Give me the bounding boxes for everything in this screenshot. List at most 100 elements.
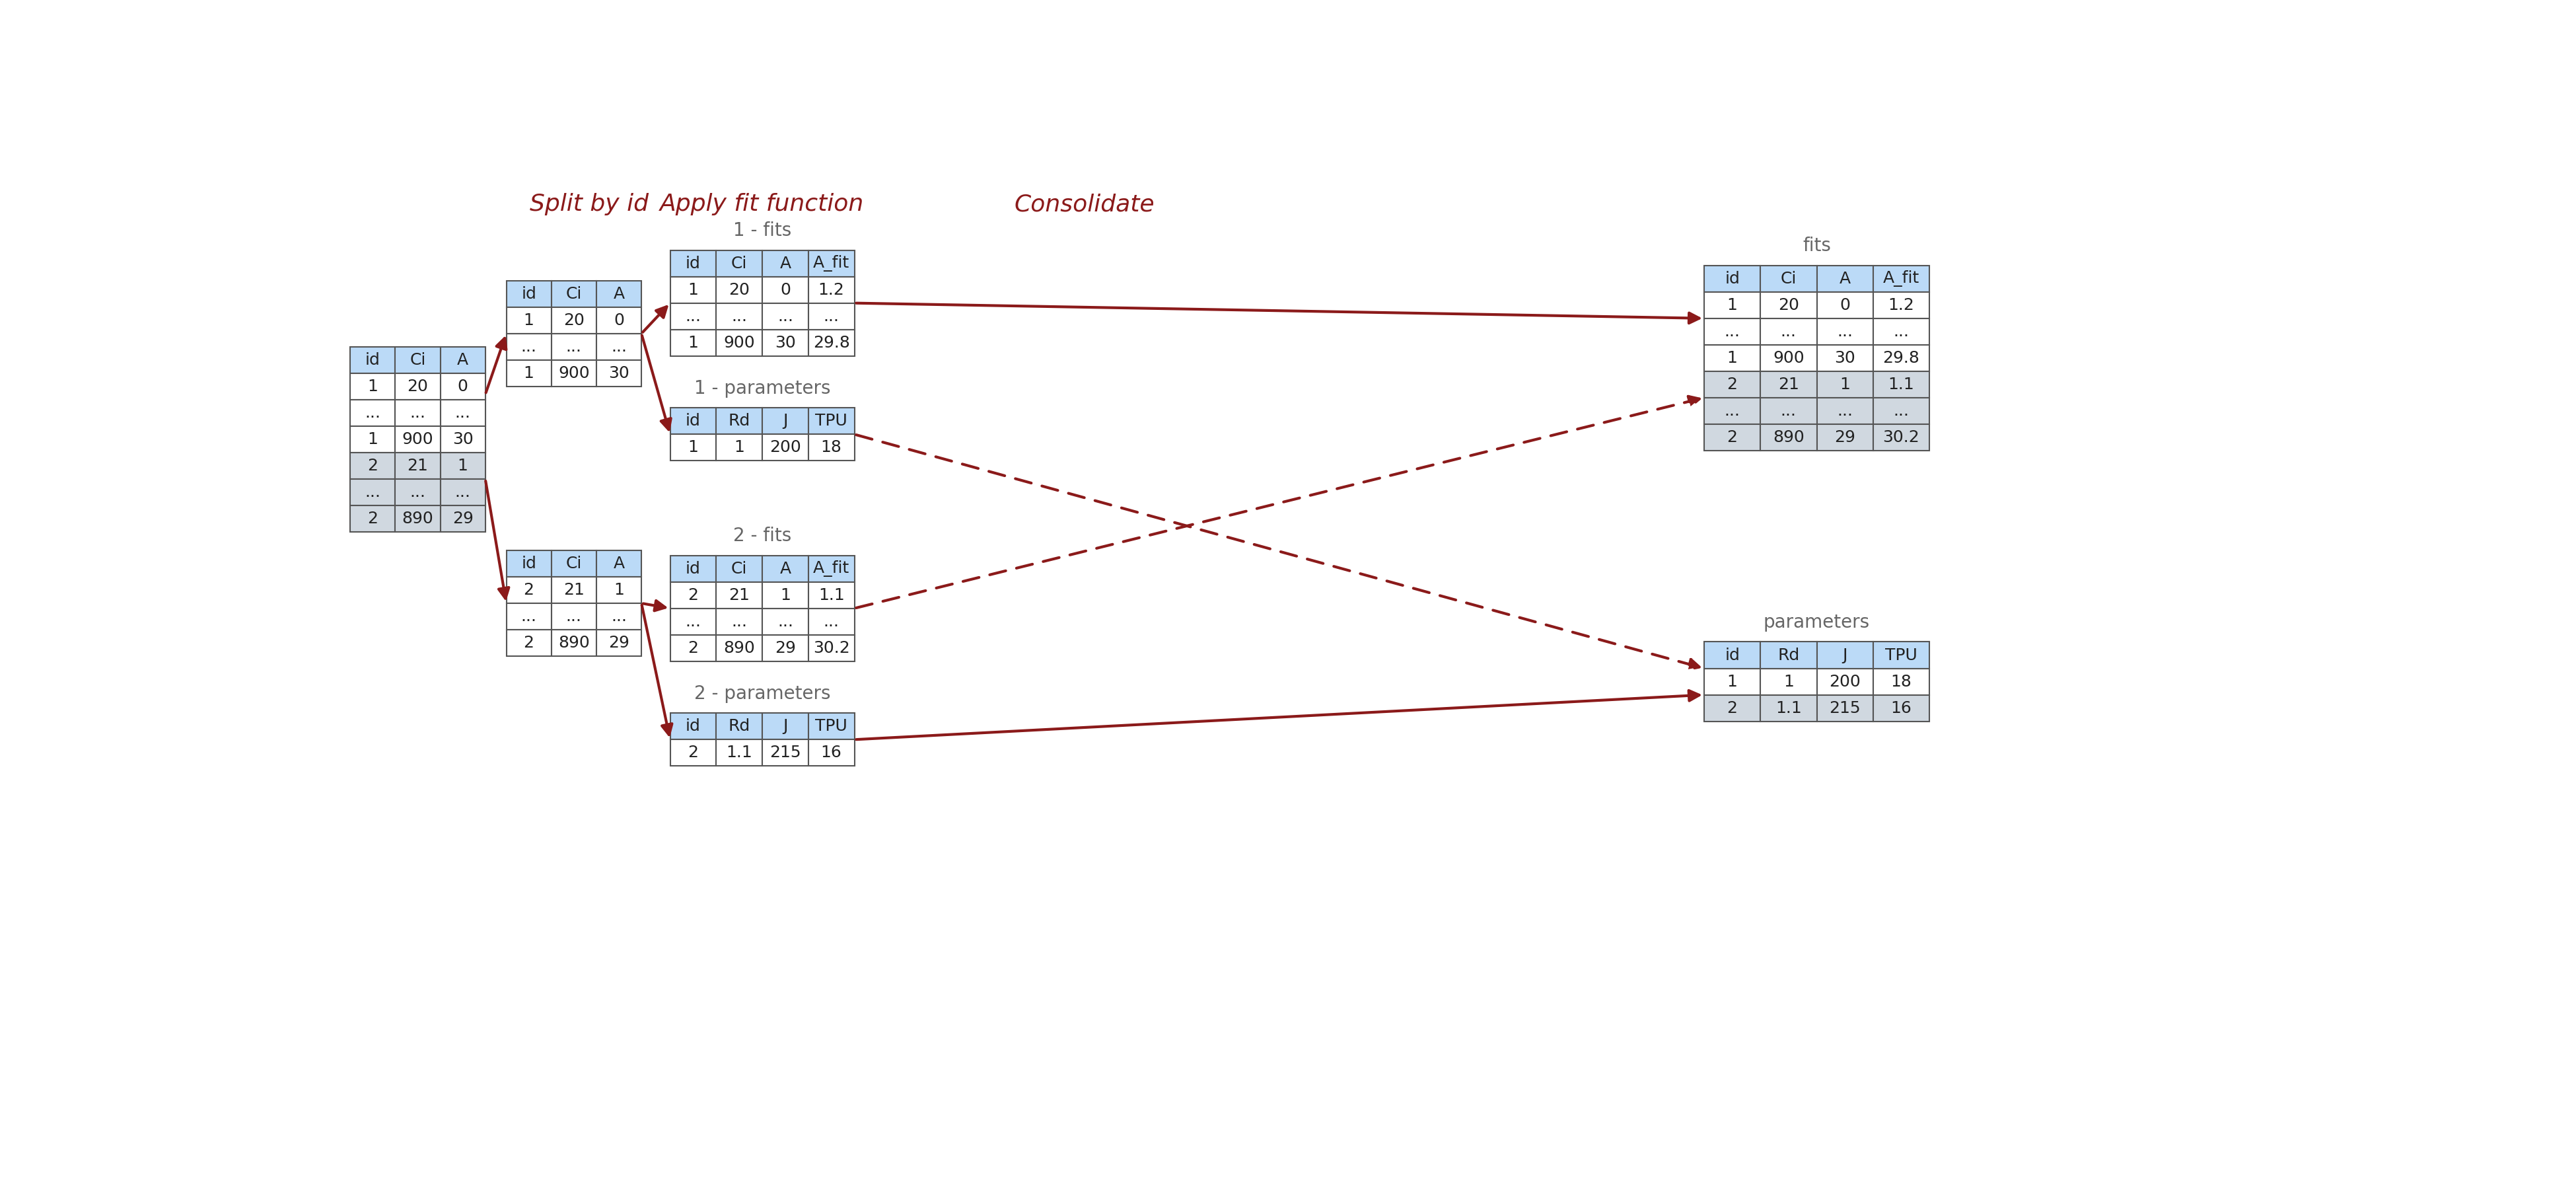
Text: 200: 200 (770, 439, 801, 456)
Text: ...: ... (778, 614, 793, 630)
Bar (1705, 345, 1759, 371)
Text: A: A (781, 560, 791, 577)
Bar (1759, 345, 1816, 371)
Bar (598, 281, 641, 307)
Bar (551, 281, 598, 307)
Text: 200: 200 (1829, 674, 1860, 689)
Bar (670, 634, 716, 662)
Text: 1.1: 1.1 (726, 745, 752, 760)
Bar (507, 361, 551, 387)
Bar (1873, 319, 1929, 345)
Text: parameters: parameters (1765, 613, 1870, 632)
Bar (1873, 641, 1929, 669)
Text: Rd: Rd (729, 719, 750, 734)
Bar (598, 307, 641, 333)
Text: 890: 890 (402, 511, 433, 527)
Text: ...: ... (732, 308, 747, 324)
Text: 1: 1 (688, 334, 698, 351)
Text: 1: 1 (368, 378, 379, 394)
Bar (1816, 424, 1873, 451)
Text: Ci: Ci (732, 256, 747, 271)
Text: A: A (613, 556, 623, 571)
Bar (1705, 695, 1759, 721)
Bar (809, 582, 855, 608)
Bar (1705, 292, 1759, 319)
Bar (1873, 669, 1929, 695)
Bar (1759, 641, 1816, 669)
Bar (716, 556, 762, 582)
Text: 1 - parameters: 1 - parameters (693, 380, 829, 397)
Bar (394, 374, 440, 400)
Bar (1705, 265, 1759, 292)
Bar (716, 582, 762, 608)
Bar (551, 630, 598, 656)
Bar (1816, 669, 1873, 695)
Bar (394, 452, 440, 480)
Bar (1759, 371, 1816, 397)
Bar (670, 740, 716, 766)
Text: 2: 2 (523, 582, 533, 597)
Text: J: J (783, 719, 788, 734)
Text: 0: 0 (613, 313, 623, 328)
Bar (670, 408, 716, 434)
Bar (350, 480, 394, 506)
Bar (1816, 319, 1873, 345)
Text: 900: 900 (724, 334, 755, 351)
Text: ...: ... (1723, 324, 1741, 339)
Text: ...: ... (1837, 403, 1852, 419)
Text: id: id (685, 560, 701, 577)
Text: ...: ... (1893, 324, 1909, 339)
Text: TPU: TPU (1886, 647, 1917, 663)
Text: 0: 0 (781, 282, 791, 298)
Bar (598, 550, 641, 577)
Text: ...: ... (366, 484, 381, 500)
Text: ...: ... (520, 339, 536, 355)
Text: ...: ... (410, 405, 425, 421)
Bar (762, 408, 809, 434)
Bar (1759, 397, 1816, 424)
Bar (507, 603, 551, 630)
Text: 2: 2 (523, 635, 533, 651)
Text: 21: 21 (407, 458, 428, 474)
Text: 1: 1 (459, 458, 469, 474)
Text: 2: 2 (688, 640, 698, 656)
Bar (809, 556, 855, 582)
Bar (762, 303, 809, 330)
Text: 1: 1 (688, 282, 698, 298)
Text: ...: ... (1837, 324, 1852, 339)
Bar (394, 506, 440, 532)
Text: 18: 18 (822, 439, 842, 456)
Text: J: J (783, 413, 788, 430)
Bar (809, 608, 855, 634)
Bar (350, 374, 394, 400)
Bar (762, 740, 809, 766)
Text: 2 - parameters: 2 - parameters (693, 684, 829, 703)
Text: 18: 18 (1891, 674, 1911, 689)
Bar (762, 713, 809, 740)
Text: 20: 20 (564, 313, 585, 328)
Bar (1759, 424, 1816, 451)
Bar (507, 577, 551, 603)
Text: 29: 29 (1834, 430, 1855, 445)
Text: 1.1: 1.1 (1888, 376, 1914, 393)
Bar (809, 408, 855, 434)
Bar (762, 556, 809, 582)
Bar (394, 426, 440, 452)
Bar (1759, 292, 1816, 319)
Text: Ci: Ci (567, 556, 582, 571)
Text: 1: 1 (613, 582, 623, 597)
Bar (1873, 345, 1929, 371)
Bar (1816, 345, 1873, 371)
Text: 1: 1 (523, 365, 533, 381)
Bar (350, 452, 394, 480)
Text: Split by id: Split by id (531, 193, 649, 215)
Bar (598, 630, 641, 656)
Bar (670, 330, 716, 356)
Text: 1: 1 (1839, 376, 1850, 393)
Bar (598, 603, 641, 630)
Text: 20: 20 (729, 282, 750, 298)
Text: 30: 30 (608, 365, 629, 381)
Bar (551, 361, 598, 387)
Text: id: id (1726, 647, 1739, 663)
Text: A: A (781, 256, 791, 271)
